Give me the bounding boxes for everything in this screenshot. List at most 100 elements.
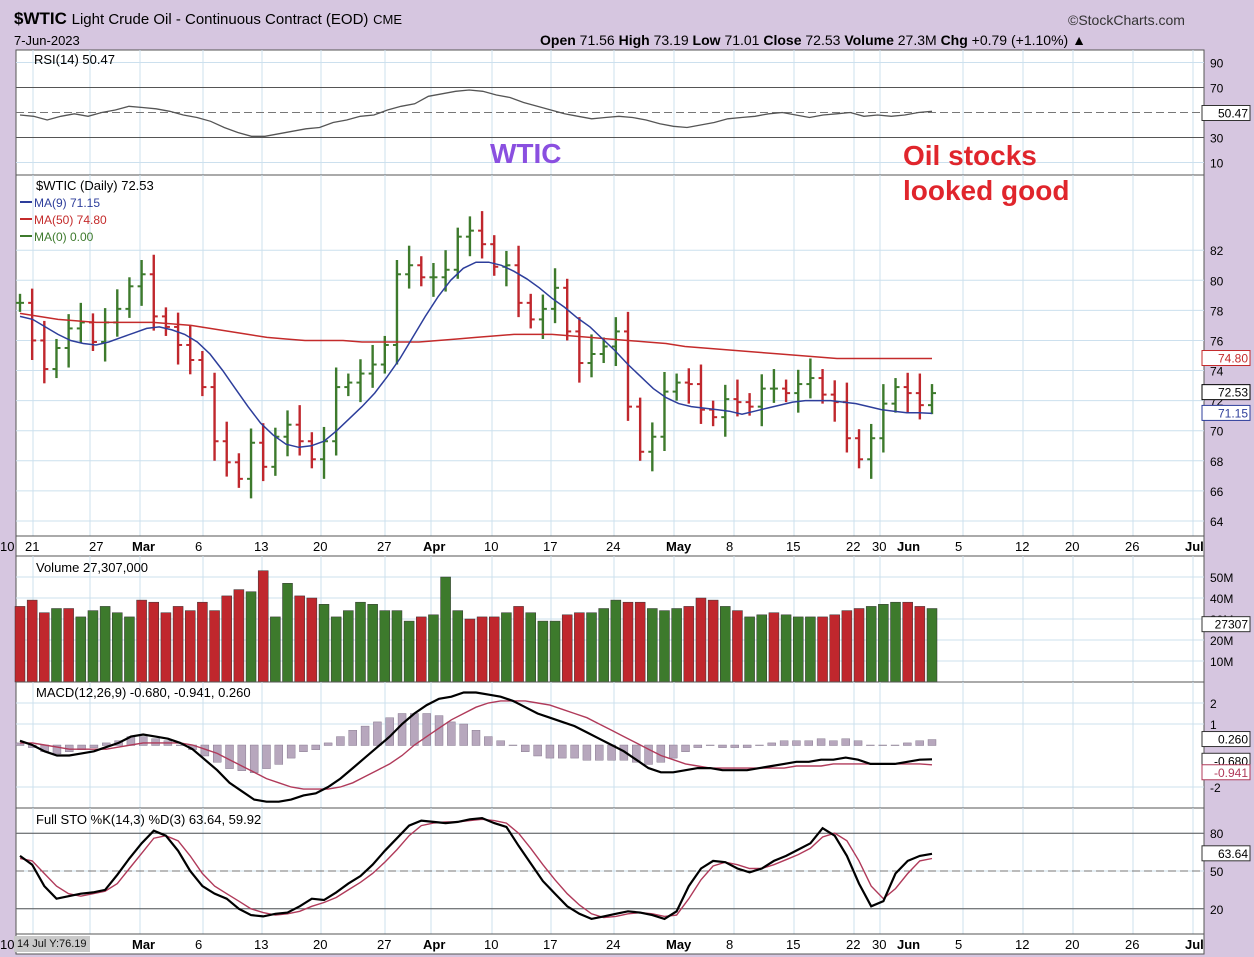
volume-bar <box>160 612 172 683</box>
macd-histogram-bar <box>570 744 579 759</box>
volume-bar <box>659 610 670 683</box>
legend-entry: MA(0) 0.00 <box>34 230 94 244</box>
volume-bar <box>209 610 220 683</box>
rsi-title: RSI(14) 50.47 <box>34 52 115 67</box>
chart-date: 7-Jun-2023 <box>14 33 80 48</box>
x-tick-label: 20 <box>313 539 327 554</box>
price-tick-label: 70 <box>1210 425 1224 439</box>
macd-histogram-bar <box>410 713 419 746</box>
sto-title: Full STO %K(14,3) %D(3) 63.64, 59.92 <box>36 812 261 827</box>
x-tick-label: 27 <box>89 539 103 554</box>
macd-histogram-bar <box>323 742 333 746</box>
volume-bar <box>890 601 901 683</box>
bottom-x-tick-label: 22 <box>846 937 860 952</box>
macd-histogram-bar <box>582 744 592 761</box>
macd-histogram-bar <box>459 723 468 746</box>
close-last-value: 72.53 <box>1218 386 1248 400</box>
volume-bar <box>452 610 464 683</box>
price-tick-label: 76 <box>1210 334 1224 348</box>
ma9-line <box>19 261 933 449</box>
volume-bar <box>112 612 123 683</box>
macd-signal-line <box>20 700 933 790</box>
macd-tick-label: 2 <box>1210 697 1217 711</box>
macd-histogram-bar <box>348 730 357 746</box>
sto-k-value-box <box>1201 845 1251 862</box>
macd-histogram-bar <box>299 744 308 752</box>
x-tick-label: Mar <box>132 539 155 554</box>
volume-bar <box>440 576 451 683</box>
sto-d-line <box>19 818 933 919</box>
volume-bar <box>464 618 476 683</box>
symbol: $WTIC <box>14 9 67 28</box>
volume-bar <box>172 606 184 683</box>
volume-bar <box>501 612 512 683</box>
volume-bar <box>537 620 549 683</box>
low-value: 71.01 <box>724 32 760 48</box>
macd-histogram-bar <box>890 744 900 746</box>
price-tick-label: 66 <box>1210 485 1224 499</box>
x-tick-label: 12 <box>1015 539 1029 554</box>
volume-bar <box>829 614 840 683</box>
volume-bar <box>768 612 780 683</box>
chg-label: Chg <box>940 32 968 48</box>
volume-tick-label: 50M <box>1210 571 1233 585</box>
volume-bar <box>549 620 561 683</box>
volume-bar <box>756 614 768 683</box>
volume-bar <box>513 606 524 683</box>
volume-bar <box>817 616 828 683</box>
macd-histogram-bar <box>484 736 493 746</box>
volume-bar <box>124 616 135 683</box>
macd-histogram-bar <box>139 736 148 746</box>
price-tick-label: 68 <box>1210 455 1224 469</box>
macd-signal-value-box <box>1201 764 1251 781</box>
macd-histogram-bar <box>496 740 505 746</box>
x-tick-label: 10 <box>0 539 14 554</box>
volume-bar <box>720 606 731 683</box>
ohlc-summary: Open 71.56 High 73.19 Low 71.01 Close 72… <box>540 32 1086 48</box>
volume-bar <box>853 608 865 683</box>
bottom-x-tick-label: 20 <box>313 937 327 952</box>
volume-bar <box>780 614 792 683</box>
ma9-last-value: 71.15 <box>1218 406 1248 420</box>
legend-entry: MA(9) 71.15 <box>34 196 100 210</box>
open-label: Open <box>540 32 576 48</box>
volume-bar <box>355 601 366 683</box>
volume-bar <box>330 616 342 683</box>
symbol-description: Light Crude Oil - Continuous Contract (E… <box>71 11 369 28</box>
price-panel <box>15 174 1205 537</box>
macd-histogram-bar <box>545 744 555 759</box>
volume-bar <box>707 599 719 683</box>
volume-bar <box>379 610 391 683</box>
macd-histogram-bar <box>853 740 863 746</box>
macd-histogram-bar <box>89 744 99 748</box>
close-value: 72.53 <box>805 32 841 48</box>
volume-bar <box>671 608 682 683</box>
bottom-x-tick-label: Jun <box>897 937 920 952</box>
volume-bar <box>488 616 500 683</box>
macd-histogram-bar <box>927 739 937 746</box>
brand-logo[interactable]: ©StockCharts.com <box>1068 12 1185 28</box>
x-tick-label: 13 <box>254 539 268 554</box>
sto-k-line <box>19 816 933 921</box>
x-tick-label: 21 <box>25 539 39 554</box>
volume-bar <box>233 589 245 683</box>
volume-bar <box>792 616 804 683</box>
macd-histogram-bar <box>274 744 284 765</box>
x-tick-label: Jul <box>1185 539 1204 554</box>
sto-tick-label: 50 <box>1210 865 1224 879</box>
volume-bar <box>525 612 536 683</box>
low-label: Low <box>692 32 721 48</box>
macd-histogram-bar <box>718 744 727 748</box>
x-tick-label: 15 <box>786 539 800 554</box>
x-tick-label: 22 <box>846 539 860 554</box>
bottom-x-tick-label: 26 <box>1125 937 1139 952</box>
volume-bar <box>26 599 38 683</box>
macd-histogram-bar <box>52 744 62 755</box>
x-tick-label: May <box>666 539 692 554</box>
volume-bar <box>184 610 196 683</box>
rsi-last-value-box <box>1201 105 1251 121</box>
volume-bar <box>878 604 889 683</box>
bottom-x-tick-label: 12 <box>1015 937 1029 952</box>
